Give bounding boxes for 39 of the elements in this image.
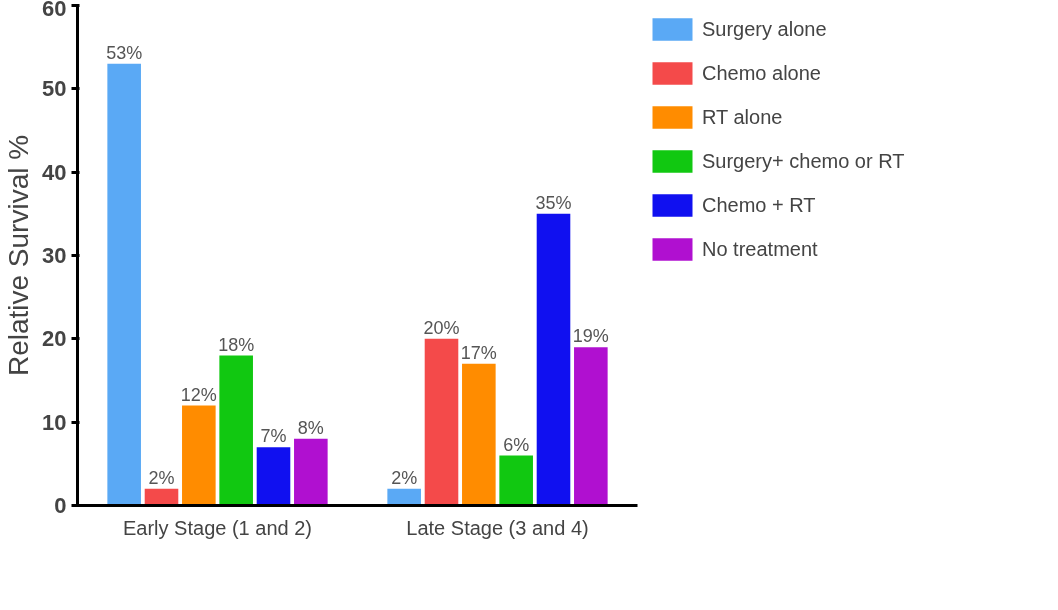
legend-label: Chemo + RT <box>702 193 816 217</box>
y-tick-label: 50 <box>42 76 67 102</box>
y-tick-label: 20 <box>42 326 67 352</box>
legend-label: Chemo alone <box>702 61 821 85</box>
legend-label: RT alone <box>702 105 783 129</box>
data-label: 6% <box>503 434 530 455</box>
y-tick-label: 0 <box>54 493 67 518</box>
legend-label: Surgery alone <box>702 17 827 41</box>
bar <box>499 455 533 506</box>
bar <box>182 405 216 506</box>
bar <box>424 338 459 506</box>
data-label: 12% <box>180 384 217 405</box>
data-label: 20% <box>423 317 460 338</box>
data-label: 2% <box>148 467 175 488</box>
data-label: 2% <box>391 467 418 488</box>
data-label: 53% <box>106 42 143 63</box>
bar <box>256 447 291 506</box>
bar <box>294 438 328 506</box>
data-label: 8% <box>297 417 324 438</box>
data-label: 17% <box>460 342 497 363</box>
y-tick-label: 10 <box>42 409 67 435</box>
data-label: 7% <box>260 426 287 447</box>
legend-label: Surgery+ chemo or RT <box>702 149 905 173</box>
x-tick-label: Early Stage (1 and 2) <box>123 516 312 539</box>
y-tick-label: 40 <box>42 159 67 185</box>
data-label: 19% <box>572 326 609 347</box>
y-tick-label: 30 <box>42 243 67 268</box>
data-label: 18% <box>218 334 255 355</box>
y-tick-label: 60 <box>42 0 67 21</box>
bar <box>219 355 253 506</box>
bar <box>462 363 496 506</box>
bar <box>387 488 421 506</box>
bar <box>536 213 571 506</box>
legend-label: No treatment <box>702 237 818 261</box>
data-label: 35% <box>535 192 572 213</box>
y-axis-title: Relative Survival % <box>3 134 35 377</box>
bar <box>574 347 608 506</box>
bar <box>107 63 141 506</box>
x-tick-label: Late Stage (3 and 4) <box>406 516 589 539</box>
